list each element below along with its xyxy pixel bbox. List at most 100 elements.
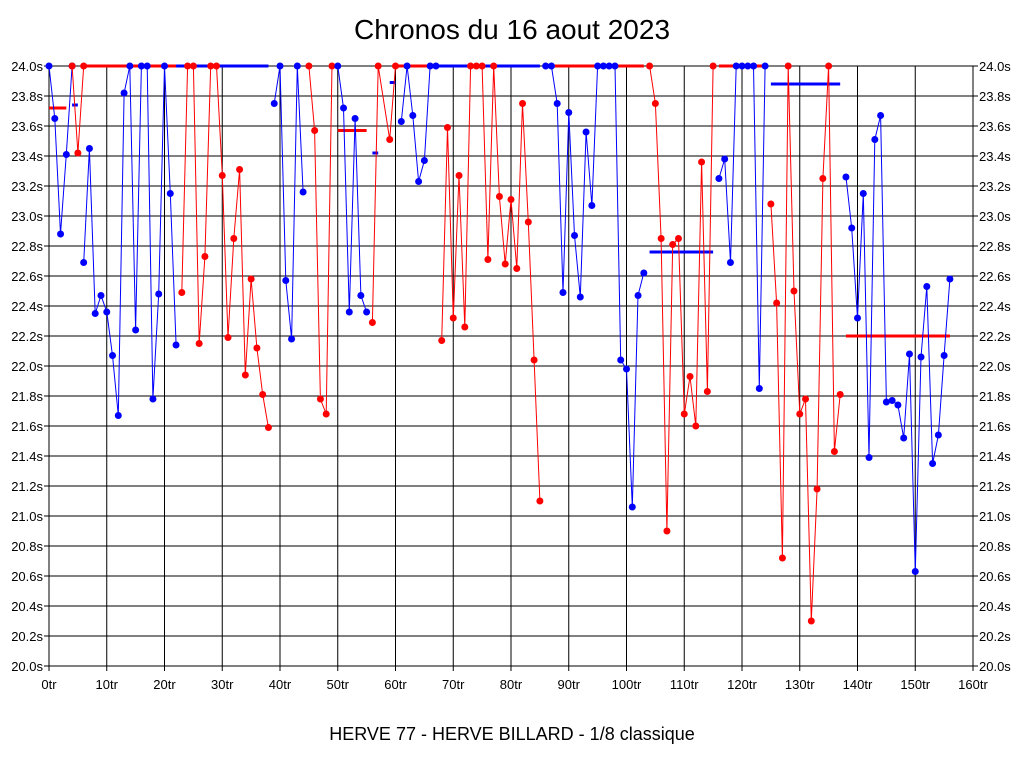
data-point bbox=[715, 175, 723, 182]
data-point bbox=[126, 62, 134, 70]
data-point bbox=[617, 356, 625, 364]
data-point bbox=[409, 112, 417, 119]
data-point bbox=[501, 260, 509, 268]
data-point bbox=[819, 175, 827, 182]
data-point bbox=[495, 193, 503, 200]
data-point bbox=[201, 253, 209, 260]
data-point bbox=[934, 431, 942, 439]
y-tick-label-right: 21.8s bbox=[979, 389, 1011, 404]
data-point bbox=[80, 259, 88, 266]
data-point bbox=[894, 401, 902, 409]
data-point bbox=[611, 62, 619, 70]
data-point bbox=[946, 275, 954, 283]
data-point bbox=[940, 352, 948, 359]
data-point bbox=[51, 115, 59, 122]
data-point bbox=[559, 289, 567, 296]
series-line bbox=[83, 65, 177, 416]
data-point bbox=[703, 388, 711, 395]
data-point bbox=[322, 410, 330, 418]
y-tick-label-left: 23.4s bbox=[11, 149, 43, 164]
data-point bbox=[161, 62, 168, 70]
data-point bbox=[796, 410, 804, 418]
data-point bbox=[599, 62, 607, 70]
data-point bbox=[264, 424, 272, 431]
y-tick-label-right: 22.8s bbox=[979, 239, 1011, 254]
data-point bbox=[368, 319, 376, 326]
data-point bbox=[594, 62, 602, 70]
data-point bbox=[351, 115, 359, 122]
data-point bbox=[773, 299, 781, 307]
y-tick-label-right: 23.8s bbox=[979, 89, 1011, 104]
data-point bbox=[761, 62, 769, 70]
series-line bbox=[770, 65, 841, 622]
data-point bbox=[605, 62, 613, 70]
data-point bbox=[357, 292, 365, 299]
grid-layer bbox=[44, 65, 978, 671]
data-point bbox=[929, 460, 937, 467]
data-point bbox=[397, 118, 405, 125]
y-tick-label-right: 23.2s bbox=[979, 179, 1011, 194]
y-tick-label-left: 21.8s bbox=[11, 389, 43, 404]
y-tick-label-left: 20.8s bbox=[11, 539, 43, 554]
data-point bbox=[132, 326, 140, 334]
data-point bbox=[778, 554, 786, 562]
y-tick-label-right: 21.6s bbox=[979, 419, 1011, 434]
data-point bbox=[553, 100, 561, 107]
data-point bbox=[62, 151, 70, 158]
series-line bbox=[337, 65, 368, 313]
data-point bbox=[807, 617, 815, 625]
data-point bbox=[547, 62, 555, 70]
data-point bbox=[536, 497, 544, 505]
x-tick-label: 60tr bbox=[384, 677, 407, 692]
y-tick-label-right: 20.4s bbox=[979, 599, 1011, 614]
data-point bbox=[767, 200, 775, 208]
y-tick-label-left: 22.4s bbox=[11, 299, 43, 314]
data-point bbox=[888, 397, 896, 404]
data-point bbox=[836, 391, 844, 398]
data-point bbox=[340, 104, 348, 112]
data-point bbox=[542, 62, 550, 70]
data-point bbox=[276, 62, 284, 70]
data-point bbox=[334, 62, 342, 70]
data-point bbox=[178, 289, 186, 296]
x-tick-label: 110tr bbox=[670, 677, 699, 692]
y-tick-label-right: 23.4s bbox=[979, 149, 1011, 164]
data-point bbox=[802, 395, 810, 403]
data-point bbox=[455, 172, 463, 179]
data-point bbox=[345, 308, 353, 316]
data-point bbox=[328, 62, 336, 70]
data-point bbox=[744, 62, 752, 70]
data-point bbox=[74, 149, 82, 157]
y-tick-label-left: 20.2s bbox=[11, 629, 43, 644]
data-point bbox=[420, 157, 428, 164]
y-tick-label-left: 22.0s bbox=[11, 359, 43, 374]
x-tick-label: 30tr bbox=[211, 677, 234, 692]
y-tick-label-left: 21.0s bbox=[11, 509, 43, 524]
chart-caption: HERVE 77 - HERVE BILLARD - 1/8 classique bbox=[329, 724, 695, 744]
data-point bbox=[686, 373, 694, 380]
y-tick-label-right: 21.0s bbox=[979, 509, 1011, 524]
data-point bbox=[45, 62, 53, 70]
data-point bbox=[299, 188, 307, 196]
y-tick-label-left: 22.6s bbox=[11, 269, 43, 284]
y-tick-label-left: 23.2s bbox=[11, 179, 43, 194]
data-point bbox=[467, 62, 475, 70]
data-point bbox=[842, 173, 850, 181]
y-tick-label-left: 24.0s bbox=[11, 59, 43, 74]
x-tick-label: 20tr bbox=[153, 677, 176, 692]
data-point bbox=[784, 62, 792, 70]
y-tick-label-right: 22.4s bbox=[979, 299, 1011, 314]
data-point bbox=[293, 62, 301, 70]
series-line bbox=[48, 65, 73, 235]
y-tick-label-right: 22.2s bbox=[979, 329, 1011, 344]
data-point bbox=[692, 422, 700, 430]
data-point bbox=[403, 62, 411, 70]
data-point bbox=[750, 62, 758, 70]
y-tick-label-left: 21.4s bbox=[11, 449, 43, 464]
data-point bbox=[507, 196, 515, 203]
series-line bbox=[181, 65, 269, 428]
series-line bbox=[371, 65, 396, 323]
data-point bbox=[120, 89, 128, 97]
data-point bbox=[917, 353, 925, 361]
y-tick-label-right: 21.4s bbox=[979, 449, 1011, 464]
